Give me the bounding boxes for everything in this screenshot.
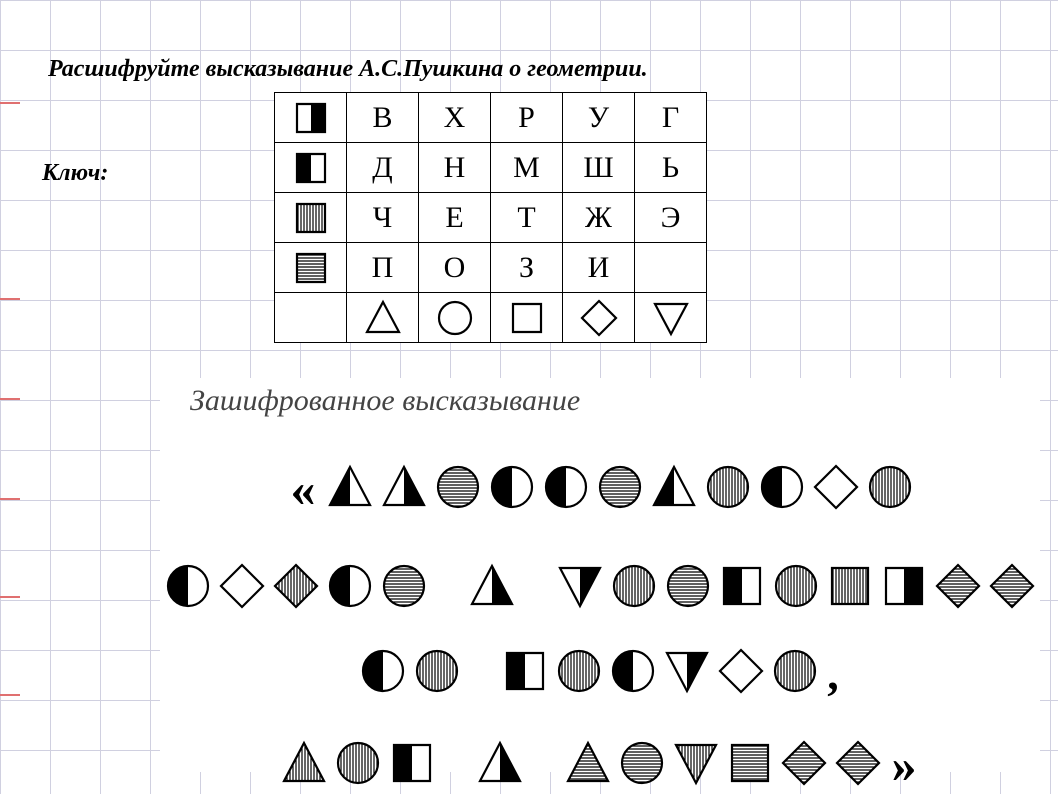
diamond-glyph bbox=[218, 562, 266, 615]
diamond-glyph bbox=[272, 562, 320, 615]
triangle-up-glyph bbox=[326, 463, 374, 516]
key-cell: Е bbox=[419, 193, 491, 243]
key-cell bbox=[635, 293, 707, 343]
key-cell bbox=[275, 243, 347, 293]
triangle-up-glyph bbox=[564, 739, 612, 792]
margin-line bbox=[0, 102, 20, 104]
diamond-glyph bbox=[988, 562, 1036, 615]
key-cell: Т bbox=[491, 193, 563, 243]
key-cell: З bbox=[491, 243, 563, 293]
diamond-glyph bbox=[780, 739, 828, 792]
circle-glyph bbox=[434, 463, 482, 516]
margin-line bbox=[0, 298, 20, 300]
margin-line bbox=[0, 498, 20, 500]
key-cell: П bbox=[347, 243, 419, 293]
key-cell bbox=[275, 293, 347, 343]
diamond-glyph bbox=[834, 739, 882, 792]
cipher-row-2 bbox=[160, 562, 1040, 615]
circle-glyph bbox=[359, 647, 407, 700]
close-quote: » bbox=[892, 736, 917, 794]
key-cell: Ч bbox=[347, 193, 419, 243]
key-cell bbox=[347, 293, 419, 343]
margin-line bbox=[0, 596, 20, 598]
key-cell: И bbox=[563, 243, 635, 293]
open-quote: « bbox=[291, 460, 316, 518]
key-cell bbox=[491, 293, 563, 343]
key-cell: Ь bbox=[635, 143, 707, 193]
circle-glyph bbox=[555, 647, 603, 700]
key-cell: В bbox=[347, 93, 419, 143]
margin-line bbox=[0, 398, 20, 400]
triangle-up-glyph bbox=[280, 739, 328, 792]
circle-glyph bbox=[609, 647, 657, 700]
circle-glyph bbox=[164, 562, 212, 615]
square-glyph bbox=[718, 562, 766, 615]
circle-glyph bbox=[413, 647, 461, 700]
key-cell: Х bbox=[419, 93, 491, 143]
page-title: Расшифруйте высказывание А.С.Пушкина о г… bbox=[48, 56, 648, 83]
key-cell bbox=[275, 193, 347, 243]
key-cell: У bbox=[563, 93, 635, 143]
circle-glyph bbox=[380, 562, 428, 615]
key-cell bbox=[635, 243, 707, 293]
triangle-down-glyph bbox=[672, 739, 720, 792]
circle-glyph bbox=[664, 562, 712, 615]
circle-glyph bbox=[596, 463, 644, 516]
key-cell: Г bbox=[635, 93, 707, 143]
key-cell: Ж bbox=[563, 193, 635, 243]
diamond-glyph bbox=[812, 463, 860, 516]
margin-line bbox=[0, 694, 20, 696]
circle-glyph bbox=[488, 463, 536, 516]
circle-glyph bbox=[758, 463, 806, 516]
circle-glyph bbox=[772, 562, 820, 615]
circle-glyph bbox=[618, 739, 666, 792]
key-cell: О bbox=[419, 243, 491, 293]
key-cell bbox=[419, 293, 491, 343]
diamond-glyph bbox=[934, 562, 982, 615]
circle-glyph bbox=[866, 463, 914, 516]
triangle-up-glyph bbox=[476, 739, 524, 792]
key-label: Ключ: bbox=[42, 160, 108, 187]
key-cell: Д bbox=[347, 143, 419, 193]
key-cell: Н bbox=[419, 143, 491, 193]
square-glyph bbox=[501, 647, 549, 700]
key-cell: Э bbox=[635, 193, 707, 243]
cipher-row-4: » bbox=[160, 736, 1040, 794]
triangle-down-glyph bbox=[556, 562, 604, 615]
triangle-up-glyph bbox=[650, 463, 698, 516]
circle-glyph bbox=[334, 739, 382, 792]
key-cell: М bbox=[491, 143, 563, 193]
triangle-up-glyph bbox=[468, 562, 516, 615]
circle-glyph bbox=[542, 463, 590, 516]
key-cell: Ш bbox=[563, 143, 635, 193]
key-cell bbox=[275, 93, 347, 143]
encoded-panel: Зашифрованное высказывание « , » bbox=[160, 378, 1040, 772]
comma: , bbox=[827, 647, 839, 700]
circle-glyph bbox=[610, 562, 658, 615]
key-cell bbox=[563, 293, 635, 343]
triangle-up-glyph bbox=[380, 463, 428, 516]
diamond-glyph bbox=[717, 647, 765, 700]
key-cell bbox=[275, 143, 347, 193]
cipher-row-1: « bbox=[160, 460, 1040, 518]
circle-glyph bbox=[771, 647, 819, 700]
square-glyph bbox=[880, 562, 928, 615]
square-glyph bbox=[726, 739, 774, 792]
triangle-down-glyph bbox=[663, 647, 711, 700]
key-cell: Р bbox=[491, 93, 563, 143]
encoded-title: Зашифрованное высказывание bbox=[190, 384, 1040, 418]
square-glyph bbox=[388, 739, 436, 792]
circle-glyph bbox=[704, 463, 752, 516]
cipher-key-table: ВХРУГ ДНМШЬ ЧЕТЖЭ ПОЗИ bbox=[274, 92, 707, 343]
square-glyph bbox=[826, 562, 874, 615]
cipher-row-3: , bbox=[160, 647, 1040, 700]
circle-glyph bbox=[326, 562, 374, 615]
